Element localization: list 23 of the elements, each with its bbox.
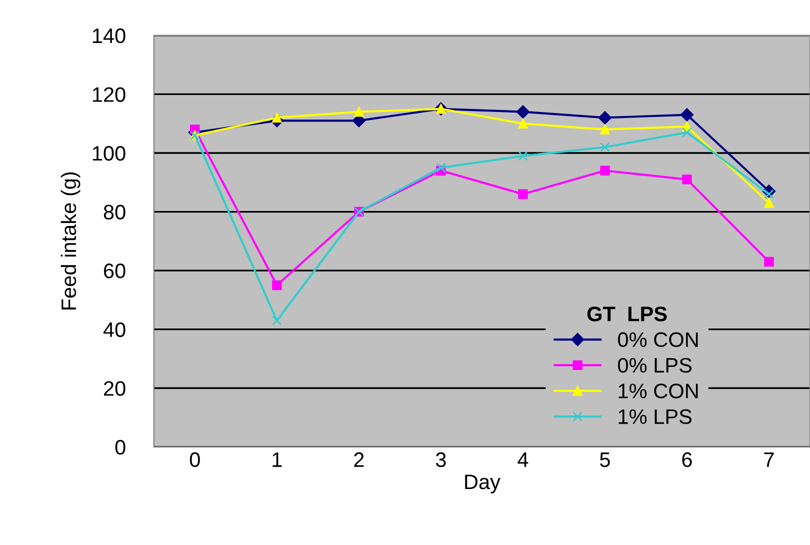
legend-label: 1% LPS xyxy=(618,409,692,424)
legend-title: GT LPS xyxy=(587,306,667,322)
y-tick-label: 140 xyxy=(92,28,126,44)
x-tick-label: 0 xyxy=(190,452,200,468)
x-axis-title: Day xyxy=(465,474,500,494)
x-tick-label: 5 xyxy=(600,452,610,468)
x-tick-label: 3 xyxy=(436,452,446,468)
y-tick-label: 60 xyxy=(104,264,126,278)
x-tick-label: 2 xyxy=(354,452,364,467)
x-tick-label: 4 xyxy=(518,452,528,467)
x-tick-label: 7 xyxy=(764,452,774,467)
y-tick-label: 80 xyxy=(104,204,126,220)
legend-label: 0% CON xyxy=(618,332,698,348)
y-tick-label: 40 xyxy=(103,322,126,338)
legend-label: 1% CON xyxy=(618,384,698,398)
legend-label: 0% LPS xyxy=(618,358,692,373)
y-tick-label: 20 xyxy=(104,381,126,396)
y-axis-title: Feed intake (g) xyxy=(60,172,80,310)
y-tick-label: 0 xyxy=(115,440,126,455)
x-tick-label: 1 xyxy=(272,452,282,467)
y-tick-label: 100 xyxy=(92,146,126,161)
y-tick-label: 120 xyxy=(92,87,126,102)
x-tick-label: 6 xyxy=(682,452,692,468)
